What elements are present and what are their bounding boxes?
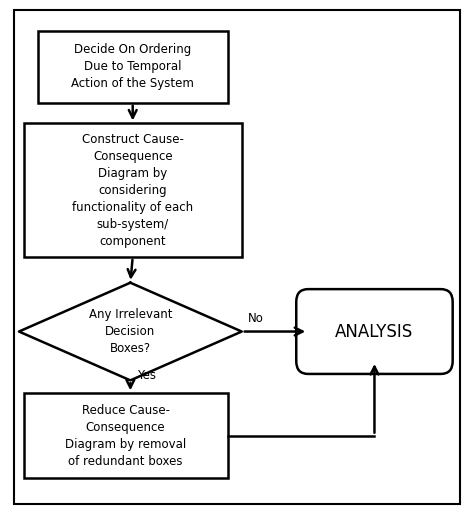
Text: Any Irrelevant
Decision
Boxes?: Any Irrelevant Decision Boxes? xyxy=(89,308,172,355)
FancyBboxPatch shape xyxy=(24,393,228,478)
Text: ANALYSIS: ANALYSIS xyxy=(335,322,414,341)
FancyBboxPatch shape xyxy=(14,10,460,504)
Text: Decide On Ordering
Due to Temporal
Action of the System: Decide On Ordering Due to Temporal Actio… xyxy=(71,43,194,90)
FancyBboxPatch shape xyxy=(296,289,453,374)
Text: Yes: Yes xyxy=(137,369,156,381)
Text: Reduce Cause-
Consequence
Diagram by removal
of redundant boxes: Reduce Cause- Consequence Diagram by rem… xyxy=(65,403,186,468)
Text: Construct Cause-
Consequence
Diagram by
considering
functionality of each
sub-sy: Construct Cause- Consequence Diagram by … xyxy=(72,133,193,248)
FancyBboxPatch shape xyxy=(24,123,242,257)
Text: No: No xyxy=(248,313,264,325)
FancyBboxPatch shape xyxy=(38,31,228,103)
